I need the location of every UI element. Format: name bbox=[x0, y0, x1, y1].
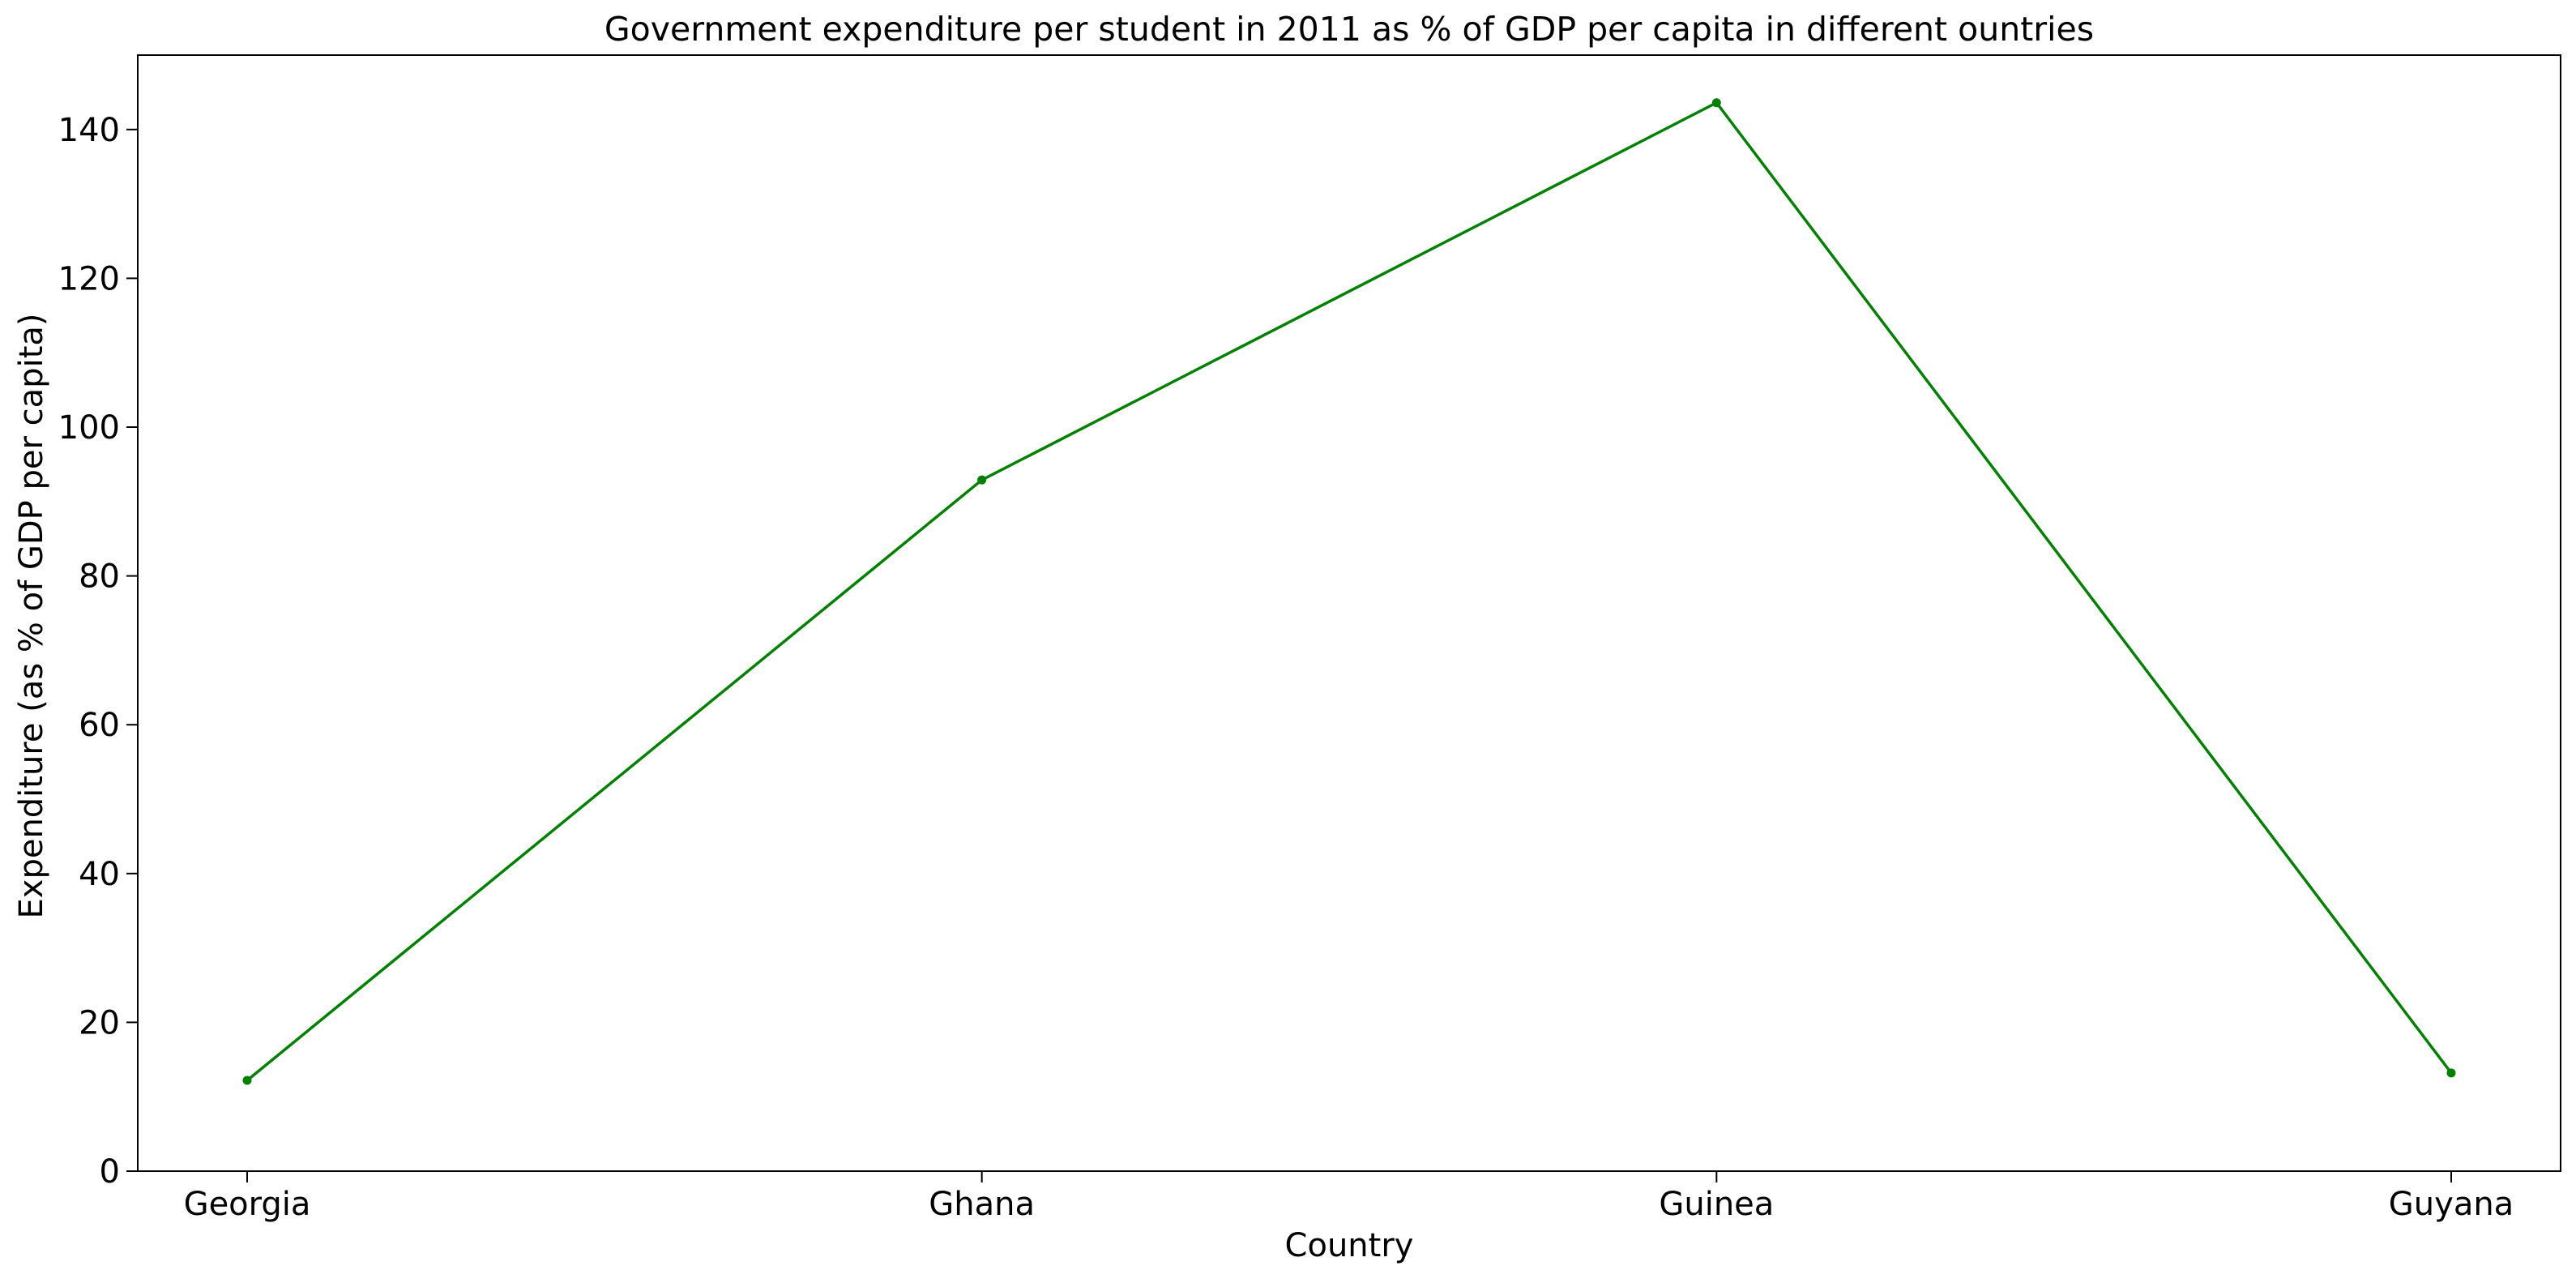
x-tick-label: Ghana bbox=[929, 1186, 1035, 1223]
y-tick-label: 100 bbox=[58, 409, 120, 447]
y-tick-label: 20 bbox=[79, 1004, 120, 1041]
data-point bbox=[242, 1076, 252, 1085]
data-point bbox=[1711, 98, 1721, 108]
y-tick-label: 60 bbox=[79, 707, 120, 744]
y-tick-label: 0 bbox=[100, 1153, 120, 1191]
series-line bbox=[246, 101, 2453, 1082]
y-axis-label: Expenditure (as % of GDP per capita) bbox=[13, 314, 50, 919]
y-tick-label: 120 bbox=[58, 260, 120, 297]
y-tick-label: 40 bbox=[79, 856, 120, 893]
x-tick-label: Georgia bbox=[184, 1186, 311, 1223]
x-axis-ticks: Georgia Ghana Guinea Guyana bbox=[184, 1171, 2514, 1223]
x-tick-label: Guinea bbox=[1659, 1186, 1774, 1223]
y-axis-ticks: 0 20 40 60 80 100 120 140 bbox=[58, 112, 138, 1191]
x-tick-label: Guyana bbox=[2389, 1186, 2514, 1223]
plot-frame bbox=[137, 54, 2561, 1172]
series-layer bbox=[242, 98, 2456, 1085]
y-tick-label: 80 bbox=[79, 558, 120, 596]
data-point bbox=[977, 475, 987, 485]
y-tick-label: 140 bbox=[58, 112, 120, 149]
x-axis-label: Country bbox=[1285, 1227, 1414, 1264]
data-point bbox=[2446, 1068, 2456, 1078]
chart-title: Government expenditure per student in 20… bbox=[604, 10, 2094, 49]
